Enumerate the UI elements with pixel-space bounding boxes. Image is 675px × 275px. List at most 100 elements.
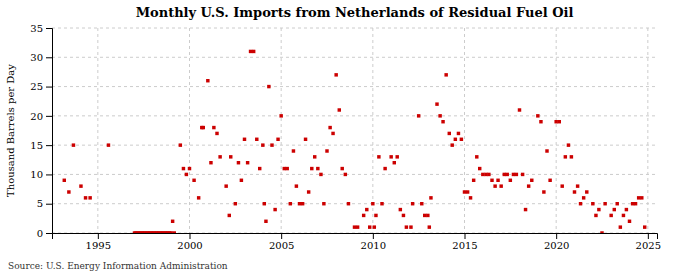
point	[285, 167, 288, 170]
point	[558, 120, 561, 123]
point	[441, 120, 444, 123]
y-axis: 05101520253035	[30, 23, 52, 239]
chart: 1995200020052010201520202025051015202530…	[0, 0, 675, 275]
point	[237, 161, 240, 164]
point	[202, 126, 205, 129]
point	[625, 208, 628, 211]
point	[622, 214, 625, 217]
point	[264, 220, 267, 223]
grid-line-x	[647, 28, 648, 233]
point	[338, 108, 341, 111]
point	[524, 208, 527, 211]
point	[224, 184, 227, 187]
point	[457, 132, 460, 135]
point	[273, 208, 276, 211]
point	[334, 73, 337, 76]
tick: 2005	[269, 233, 294, 251]
tick-mark	[556, 233, 557, 239]
tick: 25	[30, 81, 52, 92]
annotation: Source: U.S. Energy Information Administ…	[8, 261, 228, 271]
point	[423, 214, 426, 217]
point	[570, 155, 573, 158]
point	[603, 202, 606, 205]
point	[405, 225, 408, 228]
tick: 0	[37, 228, 52, 239]
tick-label: 25	[30, 81, 43, 92]
point	[380, 202, 383, 205]
tick-mark	[373, 233, 374, 239]
point	[347, 202, 350, 205]
point	[615, 202, 618, 205]
point	[261, 143, 264, 146]
point	[328, 126, 331, 129]
point	[395, 155, 398, 158]
point	[267, 85, 270, 88]
point	[234, 202, 237, 205]
y-axis-title: Thousand Barrels per Day	[5, 64, 16, 197]
point	[597, 208, 600, 211]
point	[218, 155, 221, 158]
point	[450, 143, 453, 146]
tick-mark	[46, 87, 52, 88]
tick-mark	[465, 233, 466, 239]
point	[169, 231, 172, 233]
tick-mark	[46, 233, 52, 234]
point	[444, 73, 447, 76]
tick-mark	[190, 233, 191, 239]
point	[240, 179, 243, 182]
point	[246, 161, 249, 164]
point	[613, 208, 616, 211]
point	[567, 143, 570, 146]
point	[582, 196, 585, 199]
point	[368, 225, 371, 228]
point	[270, 143, 273, 146]
tick-mark	[46, 204, 52, 205]
tick-label: 1995	[86, 240, 111, 251]
axis-line	[53, 234, 658, 240]
tick: 20	[30, 111, 52, 122]
point	[229, 155, 232, 158]
point	[344, 173, 347, 176]
point	[573, 190, 576, 193]
tick-label: 2015	[452, 240, 477, 251]
point	[331, 132, 334, 135]
tick-label: 2000	[177, 240, 202, 251]
point	[466, 190, 469, 193]
point	[263, 202, 266, 205]
point	[505, 173, 508, 176]
point	[493, 184, 496, 187]
point	[539, 120, 542, 123]
point	[600, 231, 603, 233]
point	[628, 220, 631, 223]
point	[212, 126, 215, 129]
point	[340, 167, 343, 170]
tick: 35	[30, 23, 52, 34]
point	[481, 173, 484, 176]
x-axis: 1995200020052010201520202025	[53, 233, 662, 251]
grid-line-y	[52, 28, 657, 29]
point	[353, 225, 356, 228]
point	[79, 184, 82, 187]
point	[304, 138, 307, 141]
tick-label: 0	[37, 228, 43, 239]
point	[67, 190, 70, 193]
point	[179, 143, 182, 146]
point	[298, 202, 301, 205]
point	[383, 167, 386, 170]
point	[637, 196, 640, 199]
point	[362, 214, 365, 217]
point	[393, 161, 396, 164]
point	[487, 173, 490, 176]
point	[515, 173, 518, 176]
tick-label: 30	[30, 52, 43, 63]
point	[554, 120, 557, 123]
point	[319, 173, 322, 176]
tick-label: 15	[30, 140, 43, 151]
point	[460, 138, 463, 141]
grid	[52, 28, 657, 233]
point	[356, 225, 359, 228]
point	[509, 179, 512, 182]
point	[310, 167, 313, 170]
point	[389, 155, 392, 158]
point	[409, 225, 412, 228]
